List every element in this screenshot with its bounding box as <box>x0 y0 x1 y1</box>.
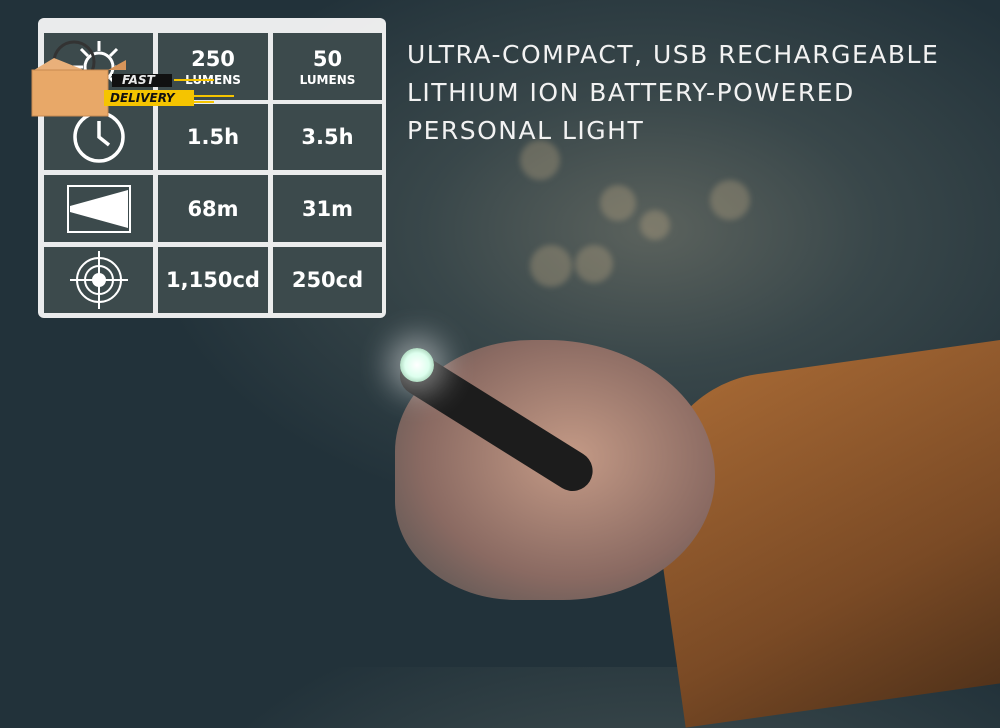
beam-distance-icon <box>44 175 153 242</box>
bokeh <box>575 245 613 283</box>
bokeh <box>640 210 670 240</box>
bokeh <box>520 140 560 180</box>
badge-fast: FAST <box>122 73 155 87</box>
high-runtime: 1.5h <box>158 104 268 170</box>
low-lumens: 50 LUMENS <box>273 33 382 100</box>
headline: ULTRA-COMPACT, USB RECHARGEABLE LITHIUM … <box>407 36 939 150</box>
high-beam-distance: 68m <box>158 175 268 242</box>
headline-line: PERSONAL LIGHT <box>407 116 645 145</box>
headline-line: ULTRA-COMPACT, USB RECHARGEABLE <box>407 40 940 69</box>
low-runtime: 3.5h <box>273 104 382 170</box>
delivery-box-icon <box>31 40 234 117</box>
fast-delivery-badge: FAST DELIVERY <box>24 40 244 124</box>
bokeh <box>600 185 636 221</box>
value: 250 <box>191 46 235 71</box>
value: 50 <box>312 46 343 71</box>
high-lumens: 250 LUMENS <box>158 33 268 100</box>
bokeh <box>710 180 750 220</box>
badge-delivery: DELIVERY <box>110 91 175 105</box>
high-candela: 1,150cd <box>158 247 268 313</box>
low-candela: 250cd <box>273 247 382 313</box>
bokeh <box>530 245 572 287</box>
unit: LUMENS <box>299 72 356 87</box>
target-candela-icon <box>44 247 153 313</box>
headline-line: LITHIUM ION BATTERY-POWERED <box>407 78 855 107</box>
low-beam-distance: 31m <box>273 175 382 242</box>
flashlight-lens <box>400 348 434 382</box>
